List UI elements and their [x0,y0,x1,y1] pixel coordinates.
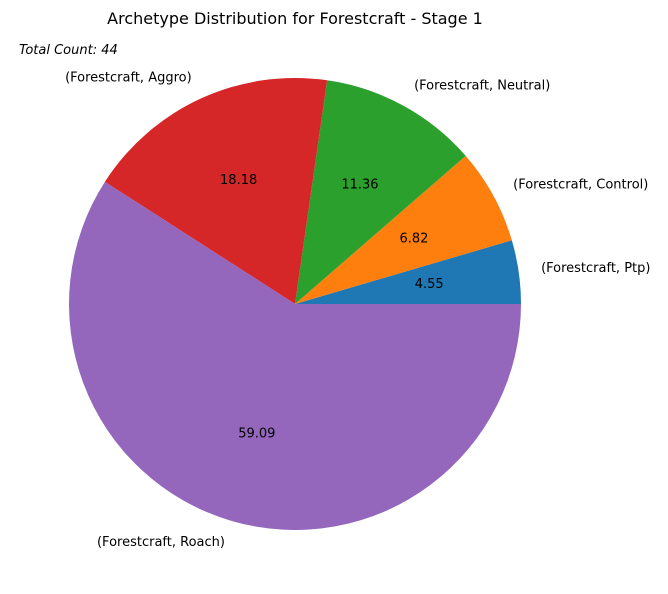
chart-title: Archetype Distribution for Forestcraft -… [107,9,483,28]
slice-value-label-3: 18.18 [220,173,257,188]
pie-slice-3 [104,77,328,304]
pie-slices [69,77,521,530]
pie-labels: (Forestcraft, Ptp) 4.55 (Forestcraft, Cont… [65,70,650,550]
slice-value-label-0: 4.55 [415,277,444,292]
slice-value-label-1: 6.82 [400,231,429,246]
pie-slice-2 [295,80,466,304]
slice-label-1: (Forestcraft, Control) [513,177,648,192]
slice-label-4: (Forestcraft, Roach) [97,535,225,550]
pie-slice-4 [69,181,521,530]
pie-slice-0 [295,240,521,304]
slice-label-3: (Forestcraft, Aggro) [65,70,192,85]
slice-label-2: (Forestcraft, Neutral) [414,78,550,93]
pie-slice-1 [295,155,512,304]
slice-label-0: (Forestcraft, Ptp) [541,261,650,276]
total-count-annotation: Total Count: 44 [19,43,118,58]
slice-value-label-4: 59.09 [238,427,275,442]
slice-value-label-2: 11.36 [341,177,378,192]
